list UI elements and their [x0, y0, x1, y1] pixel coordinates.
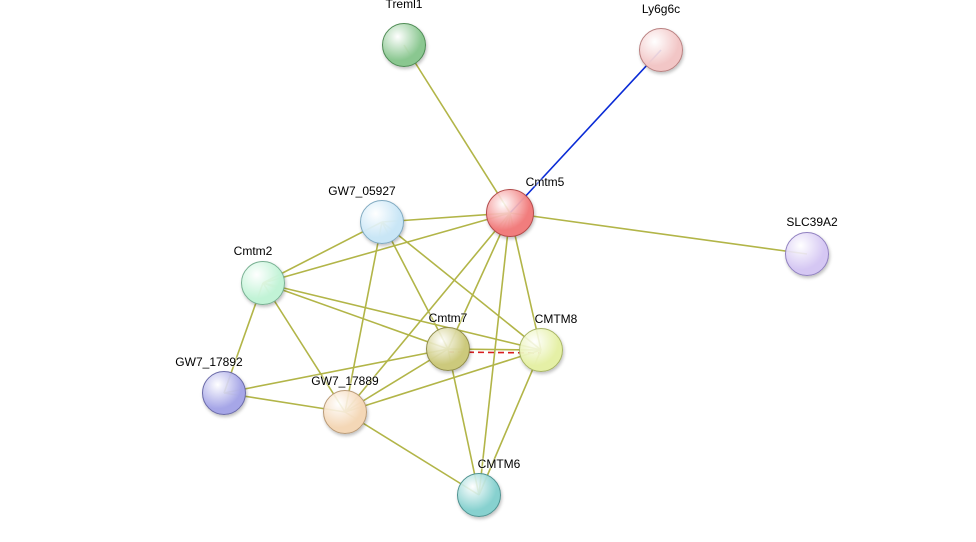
node-circle[interactable]: [202, 371, 246, 415]
edge-cmtm5-cmtm6: [479, 213, 510, 495]
node-label: GW7_05927: [328, 184, 395, 198]
node-circle[interactable]: [323, 390, 367, 434]
node-label: Cmtm2: [234, 244, 273, 258]
node-label: SLC39A2: [786, 215, 837, 229]
node-circle[interactable]: [486, 189, 534, 237]
node-gw7_17892[interactable]: GW7_17892: [202, 371, 246, 415]
node-label: Treml1: [386, 0, 423, 11]
node-cmtm8[interactable]: CMTM8: [519, 328, 563, 372]
node-circle[interactable]: [785, 232, 829, 276]
node-cmtm6[interactable]: CMTM6: [457, 473, 501, 517]
edge-slc39a2-cmtm5: [510, 213, 807, 254]
node-label: Ly6g6c: [642, 2, 680, 16]
node-ly6g6c[interactable]: Ly6g6c: [639, 28, 683, 72]
node-label: CMTM6: [478, 457, 521, 471]
edge-treml1-cmtm5: [404, 45, 510, 213]
node-circle[interactable]: [457, 473, 501, 517]
node-cmtm5[interactable]: Cmtm5: [486, 189, 534, 237]
network-graph: Treml1 Ly6g6c Cmtm5 GW7_05927 SLC39A2 Cmtm2 Cm…: [0, 0, 976, 542]
node-treml1[interactable]: Treml1: [382, 23, 426, 67]
node-circle[interactable]: [426, 327, 470, 371]
node-label: CMTM8: [535, 312, 578, 326]
node-label: Cmtm5: [526, 175, 565, 189]
edge-cmtm2-cmtm7: [263, 283, 448, 349]
node-label: GW7_17889: [311, 374, 378, 388]
node-circle[interactable]: [241, 261, 285, 305]
node-cmtm2[interactable]: Cmtm2: [241, 261, 285, 305]
node-gw7_17889[interactable]: GW7_17889: [323, 390, 367, 434]
node-circle[interactable]: [519, 328, 563, 372]
node-slc39a2[interactable]: SLC39A2: [785, 232, 829, 276]
node-circle[interactable]: [382, 23, 426, 67]
node-label: GW7_17892: [175, 355, 242, 369]
node-label: Cmtm7: [429, 311, 468, 325]
node-cmtm7[interactable]: Cmtm7: [426, 327, 470, 371]
node-circle[interactable]: [639, 28, 683, 72]
node-gw7_05927[interactable]: GW7_05927: [360, 200, 404, 244]
edge-cmtm2-cmtm8: [263, 283, 541, 350]
node-circle[interactable]: [360, 200, 404, 244]
